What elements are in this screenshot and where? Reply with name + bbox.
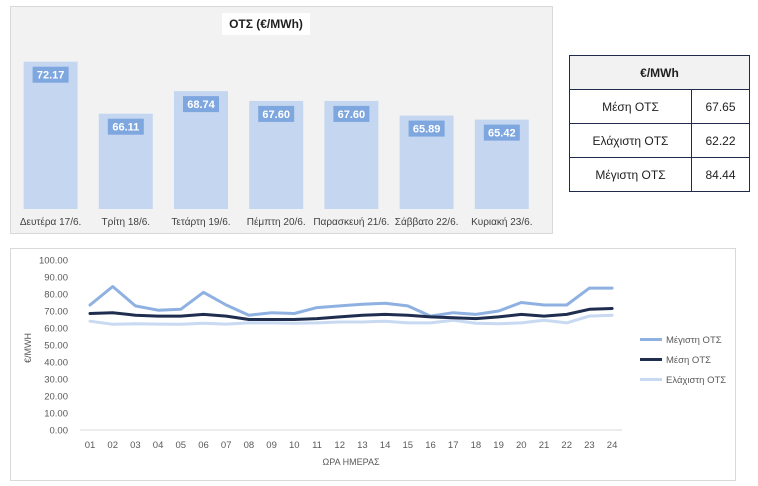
bar-value-label: 72.17 — [37, 70, 65, 82]
x-tick-label: 05 — [176, 440, 187, 451]
x-tick-label: 10 — [289, 440, 300, 451]
bar-value-label-bg — [483, 124, 520, 141]
x-tick-label: 04 — [153, 440, 164, 451]
x-tick-label: 03 — [130, 440, 141, 451]
y-tick-label: 30.00 — [44, 375, 68, 386]
y-tick-label: 40.00 — [44, 358, 68, 369]
stats-table-header: €/MWh — [569, 55, 750, 90]
series-line — [88, 285, 614, 318]
y-tick-label: 20.00 — [44, 392, 68, 403]
stats-value: 67.65 — [691, 89, 750, 124]
stats-row-mean: Μέση ΟΤΣ 67.65 — [569, 89, 750, 124]
bar-value-label: 68.74 — [187, 99, 215, 111]
x-tick-label: 18 — [471, 440, 482, 451]
x-tick-label: 12 — [334, 440, 345, 451]
x-tick-label: Τετάρτη 19/6. — [171, 216, 230, 228]
legend-label: Μέγιστη ΟΤΣ — [666, 335, 722, 346]
x-tick-label: 24 — [607, 440, 618, 451]
bar-chart: 72.17 Δευτέρα 17/6. 66.11 Τρίτη 18/6. 68.74 Τ… — [20, 61, 533, 228]
x-tick-label: Πέμπτη 20/6. — [247, 216, 306, 228]
bar-value-label: 66.11 — [112, 122, 139, 134]
stats-label: Μέγιστη ΟΤΣ — [569, 157, 692, 192]
x-tick-label: 13 — [357, 440, 368, 451]
stats-label: Μέση ΟΤΣ — [569, 89, 692, 124]
legend-label: Ελάχιστη ΟΤΣ — [666, 375, 726, 386]
stats-value: 84.44 — [691, 157, 750, 192]
bar — [23, 61, 78, 209]
x-tick-label: Τρίτη 18/6. — [102, 216, 151, 228]
x-tick-label: 21 — [539, 440, 550, 451]
series-line — [88, 307, 614, 321]
x-tick-label: 15 — [403, 440, 414, 451]
line-chart-panel — [10, 248, 736, 481]
x-tick-label: 06 — [198, 440, 209, 451]
y-axis-label: €/MWH — [23, 333, 33, 363]
bar-value-label-bg — [333, 105, 370, 122]
y-tick-label: 50.00 — [44, 341, 68, 352]
bar-chart-title: ΟΤΣ (€/MWh) — [222, 13, 310, 35]
bar-value-label-bg — [32, 66, 69, 83]
x-tick-label: 07 — [221, 440, 232, 451]
stats-row-max: Μέγιστη ΟΤΣ 84.44 — [569, 157, 750, 192]
x-axis-label: ΩΡΑ ΗΜΕΡΑΣ — [323, 457, 380, 467]
x-tick-label: 16 — [425, 440, 436, 451]
x-tick-label: 20 — [516, 440, 527, 451]
y-tick-label: 90.00 — [44, 273, 68, 284]
y-tick-label: 80.00 — [44, 290, 68, 301]
x-tick-label: 22 — [561, 440, 572, 451]
line-chart: 0.00 10.00 20.00 30.00 40.00 50.00 60.00 70.00 8… — [23, 256, 726, 468]
y-tick-label: 100.00 — [39, 256, 68, 267]
stats-row-min: Ελάχιστη ΟΤΣ 62.22 — [569, 123, 750, 158]
x-tick-label: 01 — [85, 440, 96, 451]
legend-label: Μέση ΟΤΣ — [666, 355, 711, 366]
y-tick-label: 60.00 — [44, 324, 68, 335]
x-tick-label: 19 — [493, 440, 504, 451]
x-tick-label: 17 — [448, 440, 459, 451]
x-tick-label: Σάββατο 22/6. — [395, 216, 459, 228]
x-tick-label: 02 — [107, 440, 118, 451]
x-tick-label: 23 — [584, 440, 595, 451]
bar-value-label-bg — [183, 96, 219, 113]
y-tick-label: 10.00 — [44, 409, 68, 420]
bar-value-label: 67.60 — [338, 109, 366, 121]
x-tick-label: 08 — [244, 440, 255, 451]
bar-value-label-bg — [258, 105, 295, 122]
y-tick-label: 70.00 — [44, 307, 68, 318]
x-tick-label: Κυριακή 23/6. — [471, 216, 532, 228]
bar-value-label: 65.42 — [488, 128, 516, 140]
bar-value-label: 67.60 — [262, 109, 290, 121]
x-tick-label: Παρασκευή 21/6. — [313, 216, 389, 228]
bar-value-label-bg — [408, 120, 445, 137]
stats-table: €/MWh Μέση ΟΤΣ 67.65 Ελάχιστη ΟΤΣ 62.22 … — [569, 55, 750, 192]
x-tick-label: 14 — [380, 440, 391, 451]
bar-value-label-bg — [107, 118, 144, 135]
stats-label: Ελάχιστη ΟΤΣ — [569, 123, 692, 158]
x-tick-label: Δευτέρα 17/6. — [20, 216, 82, 228]
bar-value-label: 65.89 — [413, 124, 441, 136]
y-tick-label: 0.00 — [50, 426, 69, 437]
stats-value: 62.22 — [691, 123, 750, 158]
x-tick-label: 11 — [312, 440, 322, 451]
series-line — [88, 313, 614, 326]
x-tick-label: 09 — [266, 440, 277, 451]
